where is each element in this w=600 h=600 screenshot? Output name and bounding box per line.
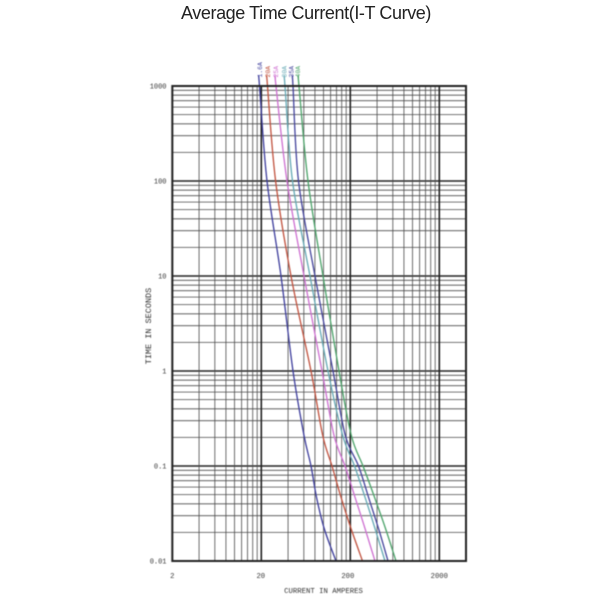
svg-text:2000: 2000 bbox=[431, 573, 448, 581]
svg-text:10: 10 bbox=[158, 274, 166, 282]
svg-text:TIME IN SECONDS: TIME IN SECONDS bbox=[144, 288, 154, 365]
svg-text:0.01: 0.01 bbox=[150, 559, 167, 567]
svg-text:1.6A: 1.6A bbox=[257, 62, 264, 78]
svg-text:40A: 40A bbox=[295, 66, 302, 78]
svg-text:25A: 25A bbox=[273, 66, 280, 78]
svg-text:20A: 20A bbox=[265, 66, 272, 78]
svg-text:100: 100 bbox=[154, 179, 167, 187]
svg-text:0.1: 0.1 bbox=[154, 464, 167, 472]
svg-text:CURRENT IN AMPERES: CURRENT IN AMPERES bbox=[284, 588, 363, 596]
svg-text:35A: 35A bbox=[289, 66, 296, 78]
svg-text:200: 200 bbox=[341, 573, 354, 581]
svg-text:1: 1 bbox=[162, 369, 166, 377]
svg-text:20: 20 bbox=[256, 573, 265, 581]
svg-text:1000: 1000 bbox=[150, 84, 167, 92]
svg-text:30A: 30A bbox=[282, 66, 289, 78]
svg-text:2: 2 bbox=[170, 573, 174, 581]
